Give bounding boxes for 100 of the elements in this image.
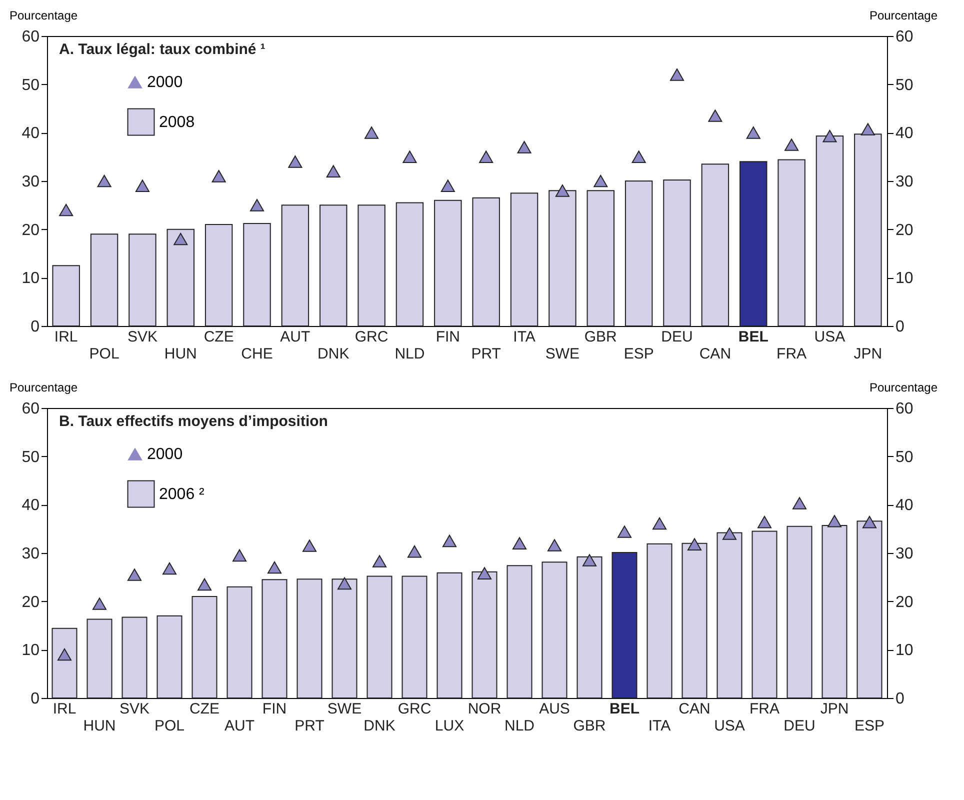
point	[364, 126, 379, 139]
bar	[586, 190, 614, 326]
x-tick-label: GRC	[354, 328, 388, 346]
x-tick-label: CHE	[241, 346, 273, 362]
x-tick-label: JPN	[854, 346, 882, 362]
x-tick-label: GRC	[398, 700, 432, 718]
point	[746, 126, 760, 139]
point	[708, 110, 722, 122]
x-tick-label: CZE	[190, 700, 220, 718]
point	[174, 232, 188, 246]
x-tick-label: CZE	[204, 328, 234, 346]
point	[632, 150, 646, 163]
x-tick-label: DEU	[784, 718, 816, 734]
bar	[612, 552, 638, 698]
y2-tick-label: 40	[896, 497, 914, 514]
bar	[434, 200, 462, 326]
x-tick-label: DEU	[661, 328, 693, 346]
x-tick-label: DNK	[364, 718, 396, 734]
y-tick-label: 20	[22, 594, 40, 611]
y-tick-label: 30	[22, 174, 40, 190]
bar	[332, 578, 358, 698]
x-tick-label: PRT	[294, 718, 324, 734]
x-tick-label: POL	[89, 346, 120, 362]
x-tick-label: PRT	[471, 346, 501, 362]
point	[337, 577, 352, 590]
bar	[166, 228, 194, 326]
y-tick-label: 30	[22, 546, 40, 562]
x-tick-label: SVK	[127, 328, 158, 346]
point	[402, 150, 417, 163]
point	[479, 150, 494, 163]
point	[135, 180, 150, 192]
legend-label: 2000	[147, 446, 183, 463]
y-tick-label: 20	[22, 222, 40, 239]
y2-tick-label: 20	[896, 222, 914, 239]
point	[59, 204, 74, 216]
y2-tick-label: 10	[896, 642, 914, 660]
x-tick-label: HUN	[164, 346, 197, 362]
y2-tick-label: 30	[896, 174, 914, 190]
x-tick-label: FIN	[436, 328, 460, 346]
bar	[752, 530, 778, 698]
x-tick-label: CAN	[699, 346, 732, 362]
point	[670, 68, 684, 81]
point	[212, 170, 226, 182]
y2-axis-title: Pourcentage	[869, 380, 938, 394]
y2-tick-label: 0	[896, 318, 904, 336]
x-tick-label: ITA	[648, 718, 671, 734]
bar	[366, 576, 392, 698]
y-tick-label: 50	[22, 448, 40, 466]
bar	[472, 197, 500, 326]
x-tick-label: NOR	[468, 700, 502, 718]
point	[687, 538, 702, 550]
legend-label: 2008	[159, 114, 195, 131]
y2-tick-label: 60	[896, 400, 914, 418]
chart-title: B. Taux effectifs moyens d’imposition	[59, 413, 328, 430]
point	[792, 497, 807, 510]
x-tick-label: ESP	[854, 718, 885, 734]
point	[555, 184, 570, 197]
bar	[281, 204, 310, 326]
bar	[436, 572, 462, 698]
y-tick-label: 0	[30, 690, 40, 708]
x-tick-label: BEL	[610, 700, 640, 718]
y-tick-label: 60	[22, 28, 40, 46]
y-tick-label: 10	[22, 270, 40, 288]
y-tick-label: 40	[22, 497, 40, 514]
point	[582, 554, 597, 566]
bar	[226, 586, 252, 698]
x-tick-label: AUT	[224, 718, 254, 734]
point	[372, 555, 387, 568]
point	[442, 534, 457, 548]
point	[162, 562, 177, 575]
bar	[90, 234, 118, 326]
x-tick-label: FRA	[776, 346, 807, 362]
x-tick-label: POL	[154, 718, 185, 734]
x-tick-label: USA	[814, 328, 846, 346]
y-tick-label: 0	[30, 318, 40, 336]
bar	[358, 204, 386, 326]
bar	[402, 576, 428, 698]
y-axis-title: Pourcentage	[10, 380, 78, 394]
point	[127, 568, 142, 581]
chart-title: A. Taux légal: taux combiné ¹	[59, 41, 266, 58]
bar	[506, 565, 532, 698]
x-tick-label: LUX	[434, 718, 464, 734]
bar	[576, 556, 602, 698]
point	[827, 514, 842, 528]
bar	[542, 562, 568, 698]
point	[302, 540, 317, 552]
legend-label: 2000	[147, 74, 183, 91]
x-tick-label: IRL	[52, 700, 76, 718]
y2-tick-label: 50	[896, 448, 914, 466]
bar	[52, 265, 80, 326]
y2-tick-label: 20	[896, 594, 914, 611]
x-tick-label: NLD	[504, 718, 535, 734]
point	[407, 545, 422, 558]
x-tick-label: FIN	[262, 700, 287, 718]
bar	[663, 180, 691, 326]
point	[517, 141, 532, 154]
x-tick-label: DNK	[318, 346, 350, 362]
bar	[156, 615, 182, 698]
y2-axis-title: Pourcentage	[869, 8, 938, 22]
x-tick-label: HUN	[83, 718, 116, 734]
